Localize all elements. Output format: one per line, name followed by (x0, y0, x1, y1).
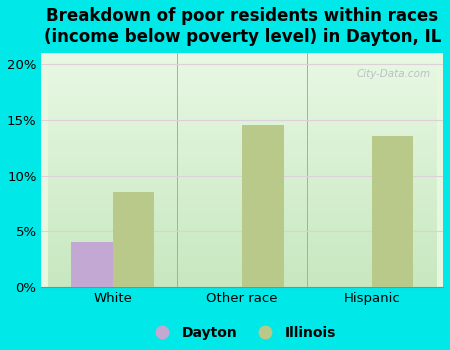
Legend: Dayton, Illinois: Dayton, Illinois (143, 321, 342, 345)
Bar (242, 125, 284, 287)
Bar (112, 192, 154, 287)
Bar (71, 243, 112, 287)
Text: City-Data.com: City-Data.com (357, 69, 431, 79)
Title: Breakdown of poor residents within races
(income below poverty level) in Dayton,: Breakdown of poor residents within races… (44, 7, 441, 46)
Bar (372, 136, 413, 287)
